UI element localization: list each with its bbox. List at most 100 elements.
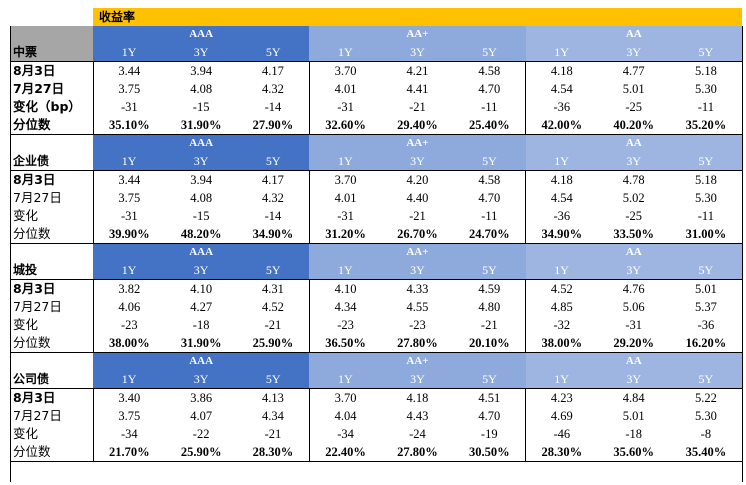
value-cell: 40.20% xyxy=(597,116,670,135)
tenor-label: 5Y xyxy=(669,370,742,389)
value-cell: 31.90% xyxy=(165,116,238,135)
section-corner: 城投 xyxy=(10,243,93,280)
value-cell: 5.30 xyxy=(694,82,717,96)
value-cell: 4.01 xyxy=(308,80,382,98)
tenor-label: 1Y xyxy=(525,152,598,171)
tenor-label: 1Y xyxy=(309,261,382,280)
tenor-label: 5Y xyxy=(669,43,742,62)
tenor-label: 5Y xyxy=(669,152,742,171)
value-cell: 4.33 xyxy=(381,279,454,298)
tenor-label: 1Y xyxy=(309,152,382,171)
value-cell: 4.04 xyxy=(308,407,382,425)
tenor-label: 3Y xyxy=(165,370,238,389)
value-cell: 34.90% xyxy=(237,225,310,244)
value-cell: 4.70 xyxy=(478,191,501,205)
value-cell: 35.40% xyxy=(669,443,742,462)
value-cell: -23 xyxy=(92,316,166,334)
value-cell: -18 xyxy=(625,427,643,441)
table-row: 分位数 21.70% 25.90% 28.30% 22.40% 27.80% 30.50% 2… xyxy=(10,443,742,462)
row-label: 8月3日 xyxy=(10,279,93,298)
value-cell: -25 xyxy=(625,209,643,223)
value-cell: 24.70% xyxy=(453,225,526,244)
table-row: 变化（bp） -31 -15 -14 -31 -21 -11 -36 -25 -11 xyxy=(10,98,742,116)
value-cell: 25.90% xyxy=(165,443,238,462)
value-cell: 21.70% xyxy=(92,443,166,462)
value-cell: 4.51 xyxy=(453,388,526,407)
tenor-row: 1Y 3Y 5Y 1Y 3Y 5Y 1Y 3Y 5Y xyxy=(10,370,742,389)
row-label: 分位数 xyxy=(10,334,93,353)
value-cell: 4.10 xyxy=(165,279,238,298)
value-cell: 4.54 xyxy=(525,80,598,98)
value-cell: 5.06 xyxy=(622,300,645,314)
value-cell: -36 xyxy=(525,98,598,116)
table-row: 变化 -31 -15 -14 -31 -21 -11 -36 -25 -11 xyxy=(10,207,742,225)
tenor-label: 1Y xyxy=(309,370,382,389)
row-label: 分位数 xyxy=(10,225,93,244)
value-cell: 3.75 xyxy=(92,189,166,207)
value-cell: 34.90% xyxy=(525,225,598,244)
value-cell: -11 xyxy=(697,209,714,223)
value-cell: 3.40 xyxy=(92,388,166,407)
value-cell: 4.01 xyxy=(308,189,382,207)
value-cell: -18 xyxy=(192,318,210,332)
rating-group-label: AA xyxy=(525,134,742,152)
table-row: 7月27日 3.75 4.08 4.32 4.01 4.41 4.70 4.54 5.01 5.3… xyxy=(10,80,742,98)
tenor-label: 1Y xyxy=(93,43,166,62)
value-cell: 4.43 xyxy=(406,409,429,423)
tenor-label: 3Y xyxy=(381,370,454,389)
value-cell: 5.30 xyxy=(694,191,717,205)
value-cell: 5.30 xyxy=(694,409,717,423)
value-cell: 3.70 xyxy=(308,61,382,80)
row-label: 8月3日 xyxy=(10,61,93,80)
value-cell: 28.30% xyxy=(237,443,310,462)
rating-group-label: AA xyxy=(525,352,742,370)
title-row: 收益率 xyxy=(10,8,742,26)
table-row: 7月27日 3.75 4.07 4.34 4.04 4.43 4.70 4.69 5.01 5.3… xyxy=(10,407,742,425)
rating-group-label: AA+ xyxy=(309,352,526,370)
value-cell: 3.44 xyxy=(92,170,166,189)
tenor-label: 3Y xyxy=(165,43,238,62)
value-cell: 35.10% xyxy=(92,116,166,135)
section-header-row: 城投 AAA AA+ AA xyxy=(10,243,742,280)
table-row: 分位数 39.90% 48.20% 34.90% 31.20% 26.70% 24.70% 3… xyxy=(10,225,742,244)
row-label: 7月27日 xyxy=(13,190,62,205)
value-cell: 27.90% xyxy=(237,116,310,135)
section-name: 城投 xyxy=(13,263,38,277)
value-cell: -23 xyxy=(308,316,382,334)
value-cell: 4.34 xyxy=(308,298,382,316)
value-cell: 4.32 xyxy=(262,82,284,96)
value-cell: 4.07 xyxy=(190,409,213,423)
value-cell: 4.55 xyxy=(406,300,429,314)
value-cell: 27.80% xyxy=(381,334,454,353)
section-name: 中票 xyxy=(13,45,38,59)
value-cell: 5.37 xyxy=(694,300,717,314)
row-label: 分位数 xyxy=(10,116,93,135)
table-row: 8月3日 3.44 3.94 4.17 3.70 4.21 4.58 4.18 4.77 5.18 xyxy=(10,61,742,80)
value-cell: 4.23 xyxy=(525,388,598,407)
value-cell: 4.20 xyxy=(381,170,454,189)
value-cell: 35.60% xyxy=(597,443,670,462)
section-name: 企业债 xyxy=(13,154,50,168)
table-row: 7月27日 3.75 4.08 4.32 4.01 4.40 4.70 4.54 5.02 5.3… xyxy=(10,189,742,207)
value-cell: -31 xyxy=(625,318,643,332)
value-cell: 3.70 xyxy=(308,170,382,189)
row-label: 7月27日 xyxy=(13,408,62,423)
tenor-label: 1Y xyxy=(525,370,598,389)
value-cell: 38.00% xyxy=(525,334,598,353)
tenor-label: 1Y xyxy=(93,370,166,389)
tenor-label: 5Y xyxy=(237,261,310,280)
value-cell: 33.50% xyxy=(597,225,670,244)
table-row: 变化 -23 -18 -21 -23 -23 -21 -32 -31 -36 xyxy=(10,316,742,334)
tenor-label: 3Y xyxy=(381,152,454,171)
value-cell: -32 xyxy=(525,316,598,334)
value-cell: 5.01 xyxy=(622,409,645,423)
value-cell: 32.60% xyxy=(308,116,382,135)
tenor-row: 1Y 3Y 5Y 1Y 3Y 5Y 1Y 3Y 5Y xyxy=(10,152,742,171)
title-spacer xyxy=(10,8,93,26)
yield-table: 收益率 中票 AAA AA+ AA 1Y 3Y 5Y 1Y 3Y 5Y 1Y 3Y 5Y 8月3日 3.44… xyxy=(10,8,742,462)
value-cell: 5.18 xyxy=(669,61,742,80)
value-cell: -11 xyxy=(481,100,498,114)
value-cell: 4.17 xyxy=(237,61,310,80)
tenor-label: 3Y xyxy=(597,261,670,280)
value-cell: -34 xyxy=(308,425,382,443)
